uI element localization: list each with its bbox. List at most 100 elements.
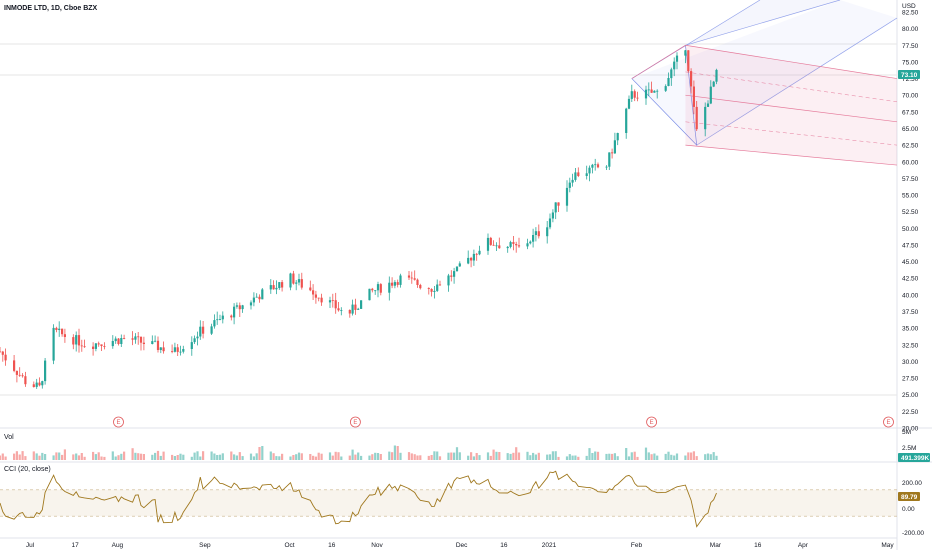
candle-body xyxy=(314,294,317,298)
volume-bar xyxy=(218,454,222,460)
candle-body xyxy=(650,89,653,93)
candle-body xyxy=(21,375,24,377)
volume-bar xyxy=(526,451,529,460)
time-label: 16 xyxy=(328,542,336,549)
earnings-event-marker[interactable]: E xyxy=(349,416,361,428)
volume-label: Vol xyxy=(4,434,14,441)
volume-bar xyxy=(156,450,160,460)
volume-bar xyxy=(41,452,44,460)
volume-bar xyxy=(77,455,81,460)
candle-body xyxy=(512,242,515,244)
volume-bar xyxy=(427,455,430,460)
volume-bar xyxy=(44,454,47,460)
time-label: Aug xyxy=(112,542,124,549)
volume-bar xyxy=(334,451,337,460)
candle-body xyxy=(433,290,436,292)
volume-bar xyxy=(486,452,490,460)
volume-bar xyxy=(300,453,303,460)
time-label: May xyxy=(881,542,894,549)
volume-bar xyxy=(515,447,518,460)
pitchfork-ascending[interactable] xyxy=(631,0,898,147)
price-tick: 80.00 xyxy=(902,26,919,33)
candle-body xyxy=(585,173,588,176)
volume-bar xyxy=(675,453,679,460)
candle-body xyxy=(427,288,430,289)
volume-bar xyxy=(117,455,120,460)
candle-body xyxy=(255,296,258,298)
volume-bar xyxy=(120,453,123,460)
candle-body xyxy=(261,289,264,300)
volume-bar xyxy=(275,456,278,460)
candle-body xyxy=(202,326,205,334)
candle-body xyxy=(410,277,413,279)
volume-bar xyxy=(199,456,202,460)
price-tick: 57.50 xyxy=(902,176,919,183)
price-tick: 82.50 xyxy=(902,10,919,17)
earnings-event-icon xyxy=(883,416,894,428)
candle-body xyxy=(24,376,27,385)
candle-body xyxy=(114,338,117,342)
volume-bar xyxy=(238,452,241,460)
time-axis[interactable]: Jul 17 Aug Sep Oct 16 Nov Dec 16 2021 Feb Mar 16 Apr M… xyxy=(26,542,895,549)
price-tick: 50.00 xyxy=(902,226,919,233)
volume-bar xyxy=(114,456,117,460)
candle-body xyxy=(337,308,340,311)
earnings-event-marker[interactable]: E xyxy=(883,416,894,428)
last-price-value: 73.10 xyxy=(901,72,918,79)
candle-body xyxy=(151,341,154,344)
candle-body xyxy=(407,275,411,278)
price-axis[interactable]: 82.50 80.00 77.50 75.00 72.50 70.00 67.50 65.00… xyxy=(902,10,919,433)
volume-bar xyxy=(594,451,597,460)
volume-series xyxy=(0,445,718,460)
volume-bar xyxy=(644,447,648,460)
candle-body xyxy=(472,253,475,261)
candle-body xyxy=(18,374,21,376)
candle-body xyxy=(673,61,676,70)
earnings-event-marker[interactable]: E xyxy=(646,416,657,428)
price-tick: 30.00 xyxy=(902,359,919,366)
pitchfork-descending[interactable] xyxy=(631,44,898,166)
volume-bar xyxy=(692,451,695,460)
candle-body xyxy=(577,172,580,176)
candle-body xyxy=(690,71,693,87)
candle-body xyxy=(596,164,600,168)
earnings-event-icon xyxy=(349,416,361,428)
candle-body xyxy=(131,338,134,340)
candle-body xyxy=(1,351,4,355)
volume-bar xyxy=(196,451,199,460)
candle-body xyxy=(44,360,47,382)
chart-title: INMODE LTD, 1D, Cboe BZX xyxy=(4,5,98,12)
candle-body xyxy=(436,284,439,291)
volume-badge-bg xyxy=(898,453,930,462)
volume-bar xyxy=(388,451,391,460)
candle-body xyxy=(32,384,35,387)
volume-bar xyxy=(470,452,473,460)
volume-bar xyxy=(706,453,710,460)
price-tick: 22.50 xyxy=(902,409,919,416)
candle-body xyxy=(515,244,518,246)
volume-bar xyxy=(529,455,532,460)
volume-bar xyxy=(80,453,83,460)
candle-body xyxy=(684,50,687,56)
candle-body xyxy=(534,231,537,235)
volume-bar xyxy=(506,453,509,460)
price-tick: 45.00 xyxy=(902,259,919,266)
candle-body xyxy=(41,381,44,386)
volume-bar xyxy=(179,453,182,460)
cci-badge-bg xyxy=(898,492,920,501)
volume-bar xyxy=(15,451,18,460)
volume-bar xyxy=(92,451,95,460)
price-tick: 75.00 xyxy=(902,59,919,66)
candle-body xyxy=(331,300,334,301)
candle-body xyxy=(526,243,529,247)
volume-bar xyxy=(467,455,470,460)
earnings-event-marker[interactable]: E xyxy=(113,416,124,428)
volume-bar xyxy=(613,453,616,460)
volume-tick-2-5m: 2.5M xyxy=(902,445,916,452)
candle-body xyxy=(72,337,75,345)
volume-bar xyxy=(340,456,343,460)
volume-bar xyxy=(551,451,554,460)
volume-bar xyxy=(235,455,238,460)
